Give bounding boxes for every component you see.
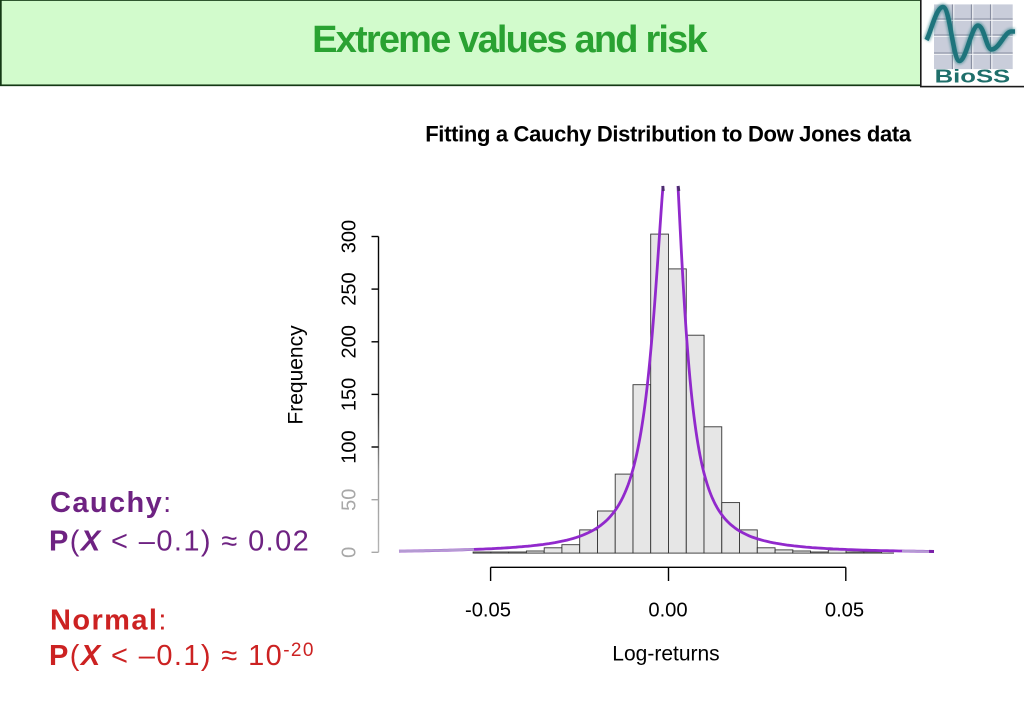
svg-text:250: 250 <box>339 272 361 305</box>
svg-text:BioSS: BioSS <box>935 67 1011 87</box>
svg-text:Cauchy:: Cauchy: <box>50 487 173 519</box>
svg-text:0: 0 <box>339 547 361 558</box>
svg-text:200: 200 <box>339 325 361 358</box>
svg-text:P(X < –0.1) ≈ 0.02: P(X < –0.1) ≈ 0.02 <box>49 525 310 557</box>
svg-text:Frequency: Frequency <box>285 325 308 425</box>
svg-text:50: 50 <box>339 489 361 511</box>
svg-text:150: 150 <box>339 378 361 411</box>
svg-text:Normal:: Normal: <box>50 605 168 637</box>
svg-text:Log-returns: Log-returns <box>612 643 719 666</box>
svg-text:0.00: 0.00 <box>648 600 687 622</box>
svg-text:Fitting a Cauchy Distribution: Fitting a Cauchy Distribution to Dow Jon… <box>425 122 912 147</box>
svg-text:-0.05: -0.05 <box>465 600 511 622</box>
svg-text:Extreme values and risk: Extreme values and risk <box>312 19 708 61</box>
svg-text:0.05: 0.05 <box>825 600 864 622</box>
svg-text:100: 100 <box>339 430 361 463</box>
svg-text:300: 300 <box>339 220 361 253</box>
svg-text:P(X < –0.1) ≈ 10-20: P(X < –0.1) ≈ 10-20 <box>49 640 315 672</box>
